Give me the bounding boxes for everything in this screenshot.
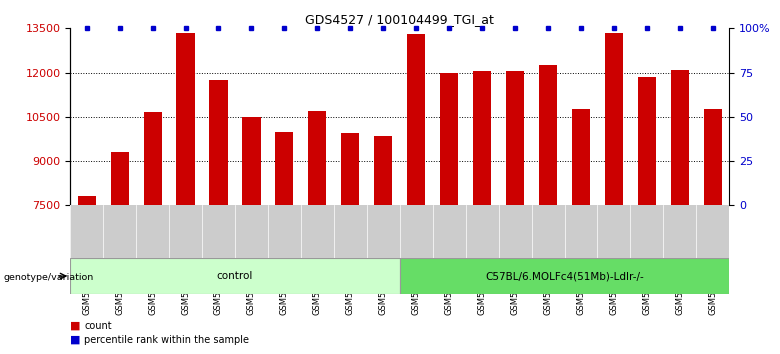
Text: control: control	[217, 271, 254, 281]
Bar	[243, 117, 261, 205]
Text: ■: ■	[70, 335, 80, 345]
Bar	[506, 71, 524, 205]
Bar	[111, 152, 129, 205]
Title: GDS4527 / 100104499_TGI_at: GDS4527 / 100104499_TGI_at	[305, 13, 495, 26]
Text: count: count	[84, 321, 112, 331]
Bar	[275, 132, 293, 205]
Bar	[70, 258, 399, 294]
Bar	[473, 71, 491, 205]
Bar	[308, 111, 326, 205]
Bar	[374, 136, 392, 205]
Text: C57BL/6.MOLFc4(51Mb)-Ldlr-/-: C57BL/6.MOLFc4(51Mb)-Ldlr-/-	[485, 271, 644, 281]
Bar	[78, 196, 96, 205]
Bar	[605, 33, 623, 205]
Bar	[638, 77, 656, 205]
Bar	[539, 65, 557, 205]
Bar	[704, 109, 722, 205]
Bar	[399, 258, 729, 294]
Bar	[176, 33, 194, 205]
Text: genotype/variation: genotype/variation	[4, 273, 94, 282]
Text: ■: ■	[70, 321, 80, 331]
Bar	[440, 73, 458, 205]
Bar	[572, 109, 590, 205]
Text: percentile rank within the sample: percentile rank within the sample	[84, 335, 250, 345]
Bar	[144, 113, 161, 205]
Bar	[671, 70, 689, 205]
Bar	[407, 34, 425, 205]
Bar	[342, 133, 360, 205]
Bar	[210, 80, 228, 205]
